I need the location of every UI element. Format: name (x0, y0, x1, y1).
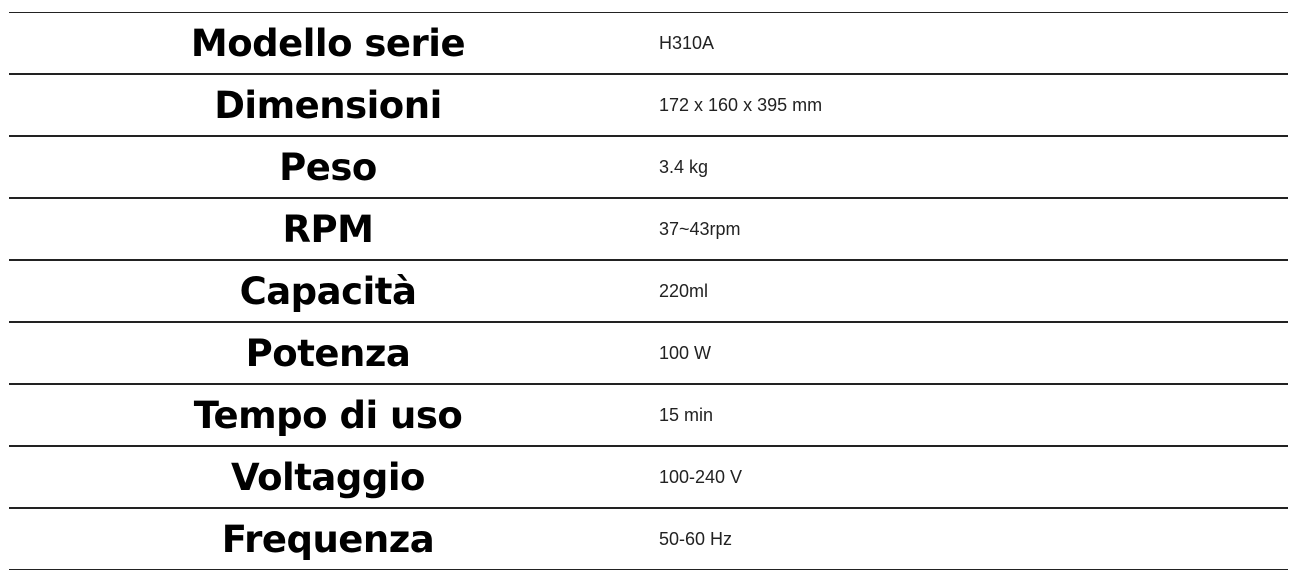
spec-row: Tempo di uso 15 min (9, 385, 1288, 447)
spec-row: Modello serie H310A (9, 13, 1288, 75)
spec-value: 172 x 160 x 395 mm (659, 94, 823, 115)
spec-label: Dimensioni (214, 83, 442, 127)
spec-label: Modello serie (190, 21, 466, 65)
spec-value: H310A (659, 32, 715, 53)
spec-row: Frequenza 50-60 Hz (9, 509, 1288, 570)
spec-value: 100-240 V (659, 466, 743, 487)
spec-row: Capacità 220ml (9, 261, 1288, 323)
spec-row: RPM 37~43rpm (9, 199, 1288, 261)
spec-label: Voltaggio (231, 455, 425, 499)
spec-label: Frequenza (221, 517, 435, 561)
spec-label: Potenza (245, 331, 411, 375)
spec-table: Modello serie H310A Dimensioni 172 x 160 x … (9, 12, 1288, 570)
spec-value: 50-60 Hz (659, 528, 733, 549)
spec-label: Tempo di uso (193, 393, 463, 437)
spec-row: Peso 3.4 kg (9, 137, 1288, 199)
spec-value: 100 W (659, 342, 712, 363)
spec-label: RPM (282, 207, 374, 251)
spec-label: Capacità (239, 269, 417, 313)
spec-value: 220ml (659, 280, 709, 301)
spec-value: 37~43rpm (659, 218, 741, 239)
spec-value: 15 min (659, 404, 714, 425)
spec-row: Dimensioni 172 x 160 x 395 mm (9, 75, 1288, 137)
spec-row: Potenza 100 W (9, 323, 1288, 385)
spec-row: Voltaggio 100-240 V (9, 447, 1288, 509)
spec-label: Peso (279, 145, 377, 189)
spec-value: 3.4 kg (659, 156, 709, 177)
